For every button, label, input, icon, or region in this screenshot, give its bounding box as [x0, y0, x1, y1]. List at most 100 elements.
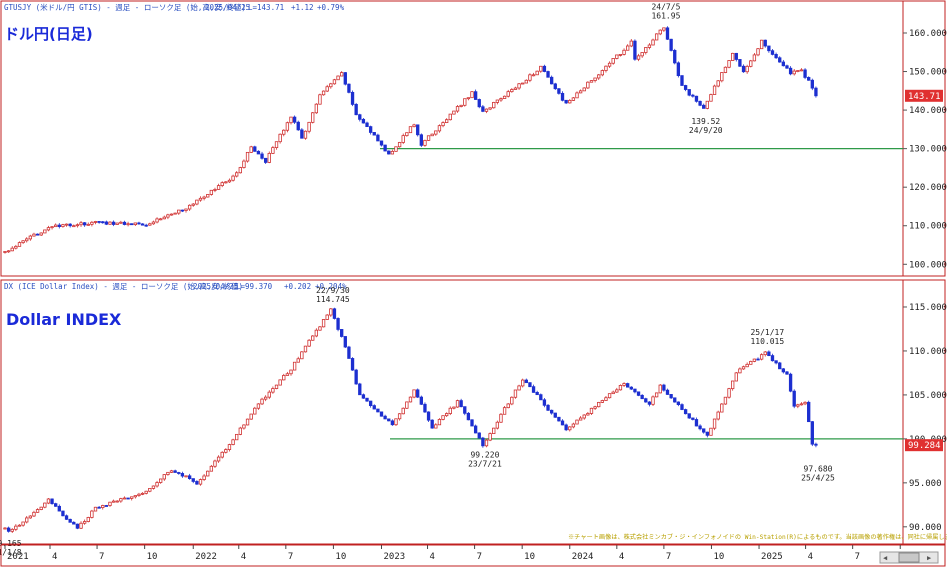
candle-up — [159, 478, 163, 483]
candle-up — [307, 339, 311, 347]
candle-up — [311, 112, 315, 123]
chart-title: Dollar INDEX — [6, 310, 122, 329]
candle-down — [368, 126, 373, 133]
candle-up — [206, 194, 210, 198]
candle-up — [604, 65, 608, 71]
candle-up — [528, 74, 532, 81]
scrollbar[interactable]: ◀ ▶ — [879, 551, 939, 564]
candle-up — [35, 509, 40, 513]
candle-up — [622, 49, 626, 55]
candle-up — [658, 384, 662, 394]
candle-up — [618, 385, 623, 391]
candle-up — [597, 401, 601, 408]
candle-up — [111, 500, 116, 503]
candle-up — [126, 223, 130, 226]
scroll-left-icon: ◀ — [883, 554, 888, 562]
candle-down — [253, 146, 257, 152]
candle-down — [140, 223, 145, 226]
candle-up — [437, 125, 442, 132]
candle-up — [314, 103, 319, 114]
candle-up — [524, 79, 528, 84]
candle-down — [191, 478, 195, 482]
candle-down — [767, 351, 771, 357]
annotation-label: 25/4/25 — [801, 473, 835, 482]
candle-up — [397, 142, 402, 148]
candle-up — [25, 238, 29, 242]
candle-up — [640, 52, 644, 57]
candle-up — [408, 396, 413, 403]
candle-down — [644, 398, 648, 403]
candle-up — [82, 521, 87, 524]
candle-up — [495, 421, 500, 429]
candle-down — [763, 39, 767, 47]
candles — [3, 307, 818, 533]
candle-up — [119, 221, 123, 224]
candle-down — [423, 403, 427, 413]
x-tick-label: 10 — [335, 552, 346, 562]
candle-down — [528, 382, 532, 388]
candle-down — [781, 61, 786, 67]
scroll-right-icon: ▶ — [927, 554, 932, 562]
x-tick-label: 7 — [666, 552, 671, 562]
candle-up — [741, 366, 746, 370]
candle-up — [412, 124, 416, 128]
candle-up — [709, 427, 713, 436]
candle-down — [788, 67, 793, 75]
candle-up — [502, 95, 507, 99]
candle-down — [187, 475, 192, 480]
candle-up — [578, 417, 583, 421]
candle-up — [133, 222, 137, 226]
candle-down — [734, 52, 738, 60]
candle-up — [216, 456, 221, 462]
candle-down — [111, 221, 116, 225]
y-tick-label: 120.000 — [909, 183, 947, 193]
x-tick-label: 2024 — [572, 552, 594, 562]
candle-up — [745, 363, 749, 368]
candle-up — [615, 54, 619, 59]
candle-up — [412, 389, 416, 398]
candle-down — [676, 401, 681, 406]
candle-down — [549, 76, 554, 85]
candle-up — [799, 403, 804, 406]
candle-up — [191, 203, 195, 206]
candle-up — [712, 418, 717, 429]
candle-up — [586, 81, 590, 89]
candle-up — [54, 224, 58, 228]
candle-down — [687, 89, 691, 96]
candle-up — [148, 488, 152, 492]
scrollbar-thumb[interactable] — [898, 552, 920, 563]
candle-up — [394, 146, 398, 152]
y-tick-label: 130.000 — [909, 145, 947, 155]
candle-up — [274, 384, 279, 389]
candle-down — [354, 369, 358, 385]
candle-up — [318, 326, 322, 331]
candle-up — [459, 104, 463, 107]
candle-down — [640, 394, 644, 400]
header-date: 2025/04/25 — [193, 282, 238, 291]
candle-down — [774, 53, 778, 59]
candle-down — [54, 503, 58, 507]
annotation-label: 99.220 — [470, 451, 499, 460]
candle-up — [763, 351, 767, 356]
candle-up — [723, 396, 728, 405]
candle-down — [662, 384, 666, 391]
candle-down — [698, 100, 702, 106]
candle-down — [680, 404, 684, 410]
candle-down — [673, 50, 677, 64]
candle-up — [452, 406, 456, 409]
candle-up — [521, 82, 525, 85]
candle-up — [155, 218, 159, 223]
candle-up — [50, 226, 54, 229]
candle-up — [571, 97, 576, 101]
candle-down — [647, 401, 652, 405]
candle-down — [676, 62, 681, 77]
candle-up — [611, 58, 615, 64]
candle-up — [184, 475, 188, 478]
candle-down — [705, 431, 709, 436]
annotation-label: 110.015 — [750, 337, 784, 346]
candle-up — [589, 80, 594, 83]
candle-down — [379, 140, 384, 146]
candle-up — [600, 400, 605, 403]
candle-up — [336, 75, 340, 81]
